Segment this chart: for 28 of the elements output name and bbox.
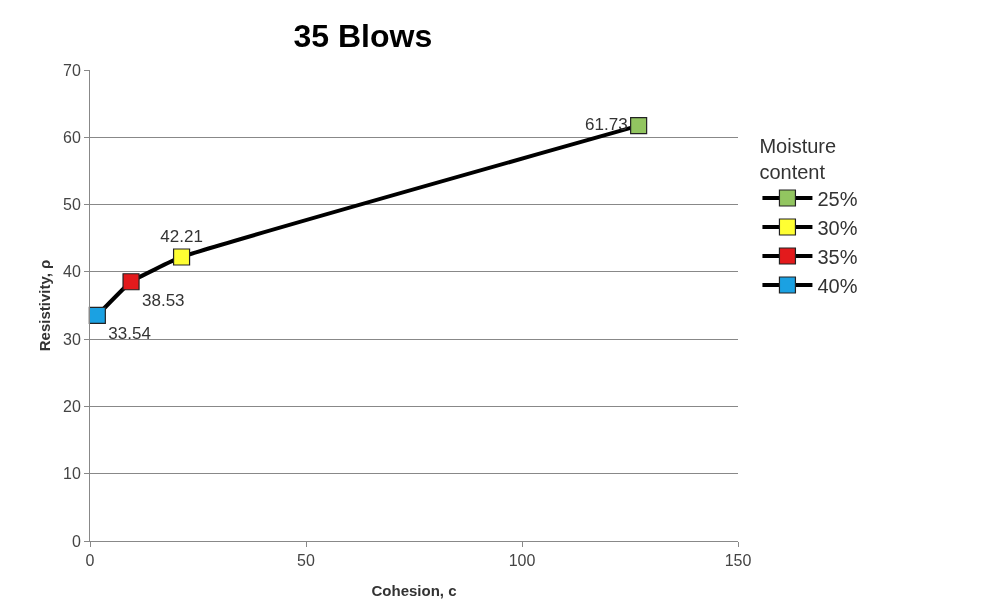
x-tick-label: 0	[85, 552, 95, 570]
legend-label: 30%	[817, 216, 858, 239]
y-tick-label: 20	[63, 398, 81, 416]
x-tick-label: 150	[724, 552, 752, 570]
y-tick-label: 10	[63, 465, 81, 483]
point	[88, 306, 106, 324]
y-tick-label: 30	[63, 330, 81, 348]
legend-label: 40%	[817, 274, 858, 297]
y-tick-label: 60	[63, 128, 81, 146]
y-tick-label: 40	[63, 263, 81, 281]
data-label: 38.53	[142, 290, 185, 310]
legend-label: 25%	[817, 187, 858, 210]
point	[630, 117, 648, 135]
legend-label: 35%	[817, 245, 858, 268]
y-tick-label: 0	[71, 532, 81, 550]
y-axis-title: Resistivity, ρ	[36, 259, 53, 352]
data-label: 33.54	[108, 324, 151, 344]
point	[172, 248, 191, 266]
y-tick-label: 70	[63, 61, 81, 79]
y-tick-label: 50	[63, 196, 81, 214]
x-axis-title: Cohesion, c	[371, 582, 457, 599]
point	[122, 273, 140, 291]
data-label: 61.73	[585, 114, 628, 134]
x-tick-label: 50	[297, 552, 315, 570]
chart-title: 35 Blows	[293, 17, 433, 54]
data-label: 42.21	[160, 226, 203, 246]
x-tick-label: 100	[508, 552, 536, 570]
legend-title: Moisture content	[759, 134, 837, 183]
